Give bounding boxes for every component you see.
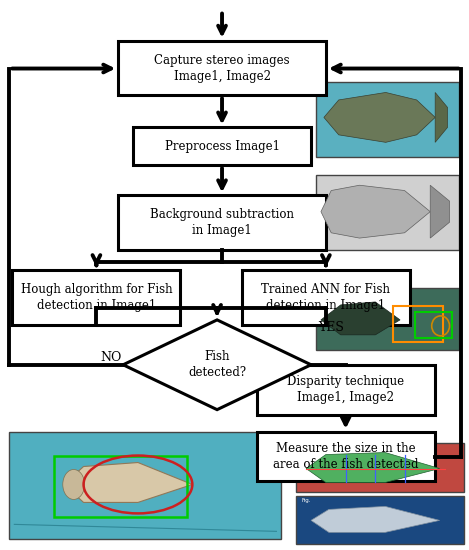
Bar: [415, 312, 453, 338]
Polygon shape: [311, 507, 439, 532]
Bar: [54, 455, 188, 518]
Bar: [296, 497, 464, 544]
Text: Fig.: Fig.: [301, 498, 310, 503]
Bar: [316, 175, 460, 250]
Polygon shape: [321, 185, 430, 238]
Polygon shape: [324, 92, 435, 142]
Bar: [316, 82, 460, 157]
Polygon shape: [306, 453, 439, 482]
Bar: [12, 270, 181, 325]
Text: Disparity technique
Image1, Image2: Disparity technique Image1, Image2: [287, 375, 404, 404]
Polygon shape: [64, 463, 192, 502]
Text: Fish
detected?: Fish detected?: [188, 350, 246, 380]
Bar: [11, 433, 280, 537]
Text: Background subtraction
in Image1: Background subtraction in Image1: [150, 208, 294, 237]
Text: Preprocess Image1: Preprocess Image1: [165, 140, 280, 153]
Text: Hough algorithm for Fish
detection in Image1: Hough algorithm for Fish detection in Im…: [21, 283, 172, 312]
Polygon shape: [321, 302, 400, 335]
Text: YES: YES: [318, 321, 344, 334]
Polygon shape: [123, 320, 311, 410]
Ellipse shape: [63, 470, 84, 499]
Text: Capture stereo images
Image1, Image2: Capture stereo images Image1, Image2: [154, 53, 290, 82]
Bar: [316, 288, 460, 350]
Bar: [133, 128, 311, 166]
Bar: [257, 432, 435, 481]
Bar: [118, 195, 326, 250]
Bar: [296, 443, 464, 492]
Bar: [118, 41, 326, 96]
Polygon shape: [430, 185, 449, 238]
Bar: [9, 432, 281, 540]
Bar: [11, 433, 280, 537]
Bar: [257, 365, 435, 415]
Text: Trained ANN for Fish
detection in Image1: Trained ANN for Fish detection in Image1: [261, 283, 390, 312]
Polygon shape: [435, 92, 447, 142]
Text: NO: NO: [100, 351, 122, 364]
Bar: [242, 270, 410, 325]
Text: Measure the size in the
area of the fish detected: Measure the size in the area of the fish…: [273, 442, 418, 471]
Bar: [393, 306, 443, 342]
